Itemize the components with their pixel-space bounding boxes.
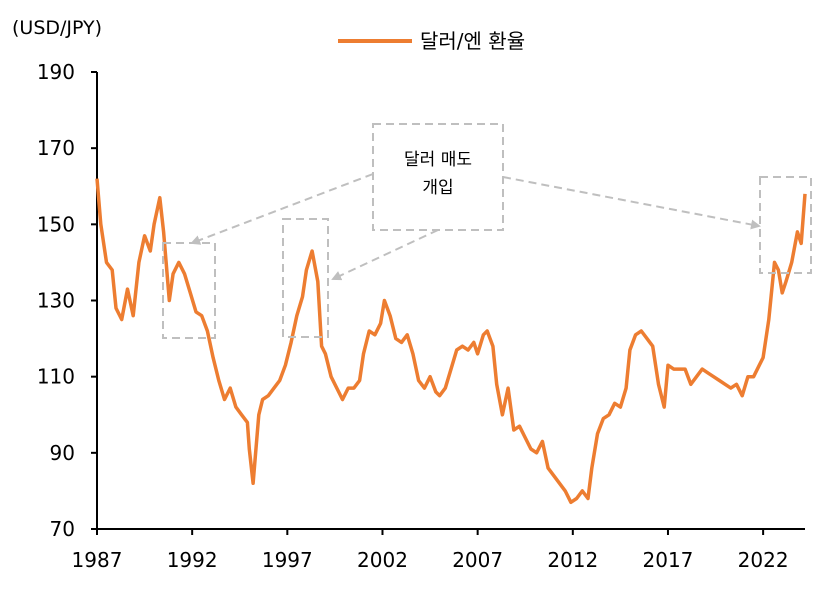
- x-tick-label: 2017: [643, 548, 694, 572]
- y-tick-label: 170: [37, 136, 75, 160]
- series-group: [95, 178, 807, 505]
- x-tick-label: 2012: [547, 548, 598, 572]
- legend-label: 달러/엔 환율: [420, 29, 525, 53]
- annotation-group: 달러 매도 개입: [162, 123, 812, 339]
- x-tick-label: 1992: [167, 548, 218, 572]
- x-tick-label: 1987: [72, 548, 123, 572]
- y-tick-label: 130: [37, 289, 75, 313]
- annotation-arrow-2022: [502, 176, 761, 230]
- x-tick-label: 2007: [452, 548, 503, 572]
- y-tick-label: 150: [37, 212, 75, 236]
- legend: 달러/엔 환율: [338, 29, 525, 53]
- series-line-usd-jpy: [95, 178, 807, 505]
- annotation-arrow-1998: [331, 229, 439, 281]
- annotation-box-2022: [759, 176, 812, 274]
- axis-ticks: 70 90 110 130 150 170 190 1987 1992 1997 2002 2007 2…: [37, 60, 789, 572]
- x-tick-label: 2002: [357, 548, 408, 572]
- y-tick-label: 70: [50, 517, 75, 541]
- annotation-label-line1: 달러 매도: [404, 150, 472, 170]
- y-tick-label: 90: [50, 441, 75, 465]
- x-tick-label: 1997: [262, 548, 313, 572]
- y-axis-unit-label: (USD/JPY): [12, 17, 102, 39]
- x-tick-label: 2022: [738, 548, 789, 572]
- annotation-box-1991: [162, 242, 216, 339]
- annotation-box-1998: [282, 218, 329, 338]
- annotation-label-box: [372, 123, 504, 231]
- annotation-label-line2: 개입: [422, 178, 453, 198]
- y-tick-label: 110: [37, 365, 75, 389]
- annotation-arrow-1991: [190, 173, 374, 245]
- y-tick-label: 190: [37, 60, 75, 84]
